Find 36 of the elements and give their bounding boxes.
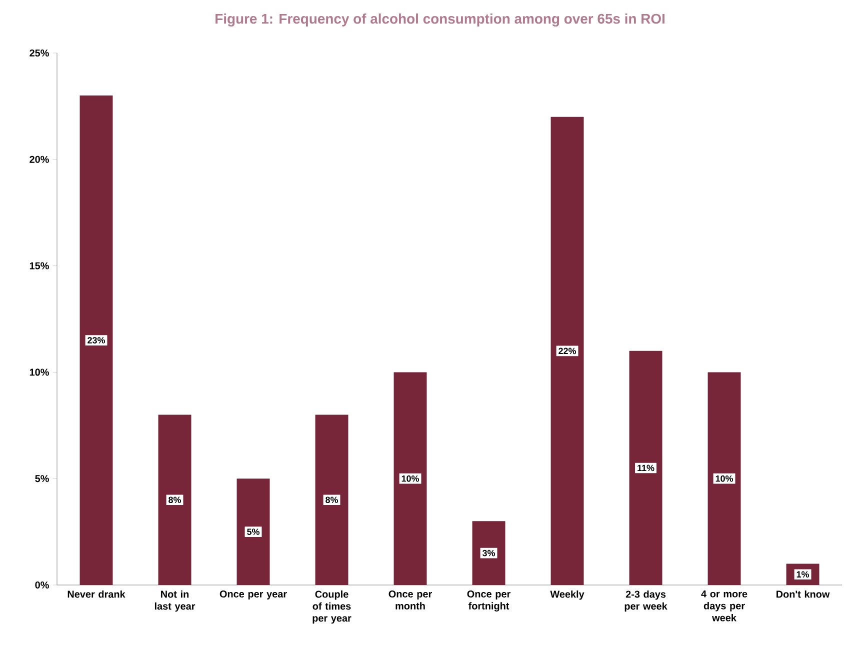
data-label: 23% xyxy=(88,337,105,344)
data-label: 5% xyxy=(247,528,260,535)
data-label: 1% xyxy=(796,571,810,578)
data-label: 3% xyxy=(482,550,495,556)
y-tick-label: 25% xyxy=(30,49,49,57)
x-tick-label: Once per fortnight xyxy=(467,590,510,612)
data-label: 10% xyxy=(402,475,419,482)
x-tick-label: 4 or more days per week xyxy=(701,590,748,622)
x-tick-label: Weekly xyxy=(550,590,584,600)
bar xyxy=(315,414,348,585)
y-tick-label: 5% xyxy=(35,475,49,482)
data-label: 22% xyxy=(558,348,576,354)
x-tick-label: Couple of times per year xyxy=(312,590,352,624)
y-tick-label: 10% xyxy=(30,368,49,376)
x-tick-label: Once per year xyxy=(220,590,287,600)
x-tick-label: Don't know xyxy=(776,590,830,598)
data-label: 11% xyxy=(638,464,654,472)
bar xyxy=(394,372,427,585)
chart-title: Figure 1: Frequency of alcohol consumption among over 65s in ROI xyxy=(216,13,664,27)
data-label: 10% xyxy=(716,475,733,482)
y-tick-label: 15% xyxy=(30,262,49,270)
y-tick-label: 0% xyxy=(35,581,49,589)
bar xyxy=(80,96,113,585)
data-label: 8% xyxy=(168,496,181,504)
bar xyxy=(629,350,662,585)
x-tick-label: Never drank xyxy=(68,590,126,598)
y-tick-label: 20% xyxy=(30,156,49,163)
bar xyxy=(550,116,584,585)
x-tick-label: Once per month xyxy=(388,590,432,610)
bar xyxy=(708,372,741,585)
x-tick-label: Not in last year xyxy=(154,590,196,612)
data-label: 8% xyxy=(326,496,338,504)
bar xyxy=(236,478,270,585)
bar xyxy=(158,414,192,585)
bar xyxy=(472,521,506,585)
x-tick-label: 2-3 days per week xyxy=(624,590,668,612)
